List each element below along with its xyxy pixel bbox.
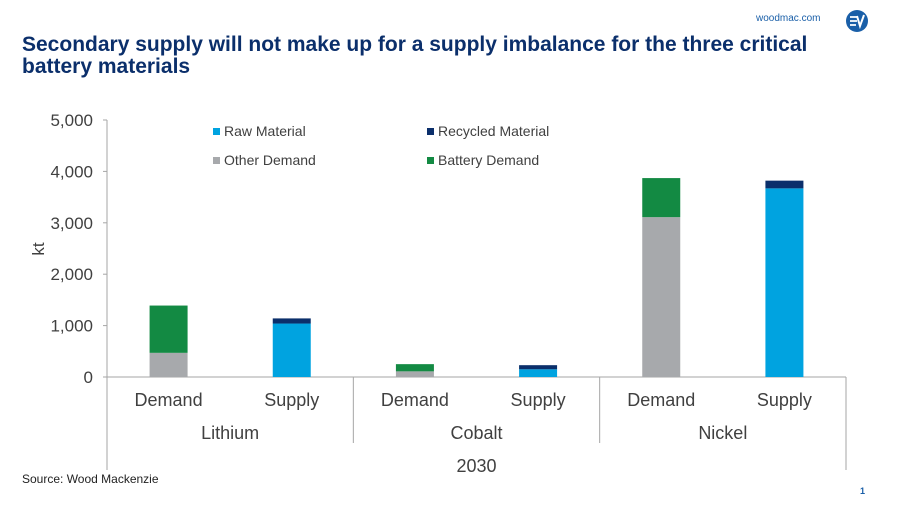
x-category-label: Supply bbox=[511, 390, 566, 410]
woodmac-logo-icon bbox=[846, 10, 868, 32]
bar-segment-raw-material bbox=[765, 188, 804, 377]
legend-swatch bbox=[427, 128, 434, 135]
legend-swatch bbox=[427, 157, 434, 164]
page-title: Secondary supply will not make up for a … bbox=[22, 33, 808, 78]
bar-segment-battery-demand bbox=[642, 178, 681, 218]
bar-segment-battery-demand bbox=[149, 305, 188, 353]
bar-segment-battery-demand bbox=[395, 364, 434, 372]
x-category-label: Demand bbox=[627, 390, 695, 410]
bar-segment-recycled-material bbox=[519, 365, 558, 370]
y-axis-title: kt bbox=[29, 242, 48, 256]
legend-label: Other Demand bbox=[224, 152, 316, 168]
bar-segment-other-demand bbox=[642, 217, 681, 377]
x-group-label: Cobalt bbox=[450, 423, 502, 443]
y-tick-label: 1,000 bbox=[50, 317, 93, 336]
x-year-label: 2030 bbox=[456, 456, 496, 476]
legend-label: Recycled Material bbox=[438, 123, 549, 139]
y-tick-label: 0 bbox=[84, 368, 93, 387]
legend-label: Raw Material bbox=[224, 123, 306, 139]
x-category-label: Supply bbox=[264, 390, 319, 410]
bar-segment-recycled-material bbox=[272, 318, 311, 324]
y-tick-label: 5,000 bbox=[50, 111, 93, 130]
legend-label: Battery Demand bbox=[438, 152, 539, 168]
y-tick-label: 2,000 bbox=[50, 265, 93, 284]
page-number: 1 bbox=[860, 486, 866, 496]
x-category-label: Demand bbox=[135, 390, 203, 410]
x-group-label: Nickel bbox=[698, 423, 747, 443]
y-tick-label: 4,000 bbox=[50, 162, 93, 181]
bar-segment-recycled-material bbox=[765, 180, 804, 189]
bar-segment-raw-material bbox=[519, 369, 558, 377]
brand-link[interactable]: woodmac.com bbox=[756, 13, 821, 24]
source-note: Source: Wood Mackenzie bbox=[22, 472, 159, 486]
legend-swatch bbox=[213, 157, 220, 164]
y-tick-label: 3,000 bbox=[50, 214, 93, 233]
bar-segment-raw-material bbox=[272, 323, 311, 377]
x-category-label: Supply bbox=[757, 390, 812, 410]
x-category-label: Demand bbox=[381, 390, 449, 410]
bar-segment-other-demand bbox=[395, 371, 434, 377]
legend-swatch bbox=[213, 128, 220, 135]
bar-segment-other-demand bbox=[149, 352, 188, 377]
x-group-label: Lithium bbox=[201, 423, 259, 443]
